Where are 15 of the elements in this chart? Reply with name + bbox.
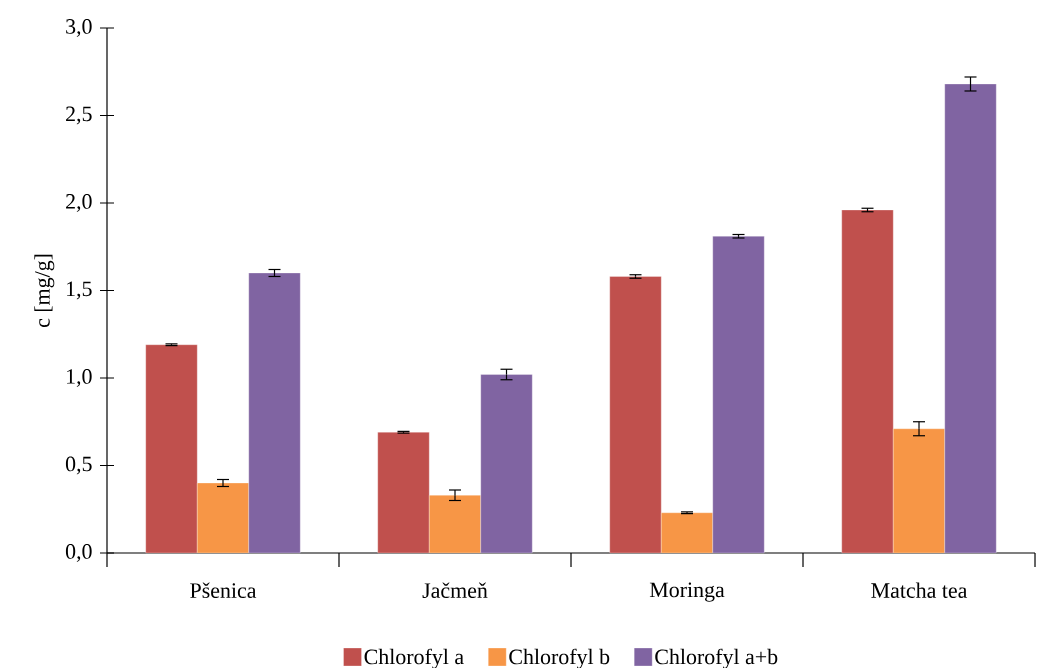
y-tick-label: 2,5 — [66, 106, 92, 125]
y-tick-label: 3,0 — [66, 19, 92, 37]
y-tick-label: 0,0 — [65, 544, 92, 562]
x-tick-label: Pšenica — [190, 582, 257, 598]
y-tick-label: 1,5 — [67, 281, 92, 300]
legend-label: Chlorofyl b — [509, 648, 610, 668]
x-tick-label: Jačmeň — [422, 582, 488, 598]
y-tick-label: 1,0 — [67, 369, 92, 387]
legend-label: Chlorofyl a — [364, 648, 464, 668]
x-tick-label: Moringa — [649, 582, 725, 602]
legend-label: Chlorofyl a+b — [655, 648, 778, 668]
y-tick-label: 0,5 — [65, 456, 92, 475]
y-tick-label: 2,0 — [66, 194, 92, 212]
x-tick-label: Matcha tea — [871, 582, 968, 598]
y-axis-title: c [mg/g] — [34, 254, 55, 328]
